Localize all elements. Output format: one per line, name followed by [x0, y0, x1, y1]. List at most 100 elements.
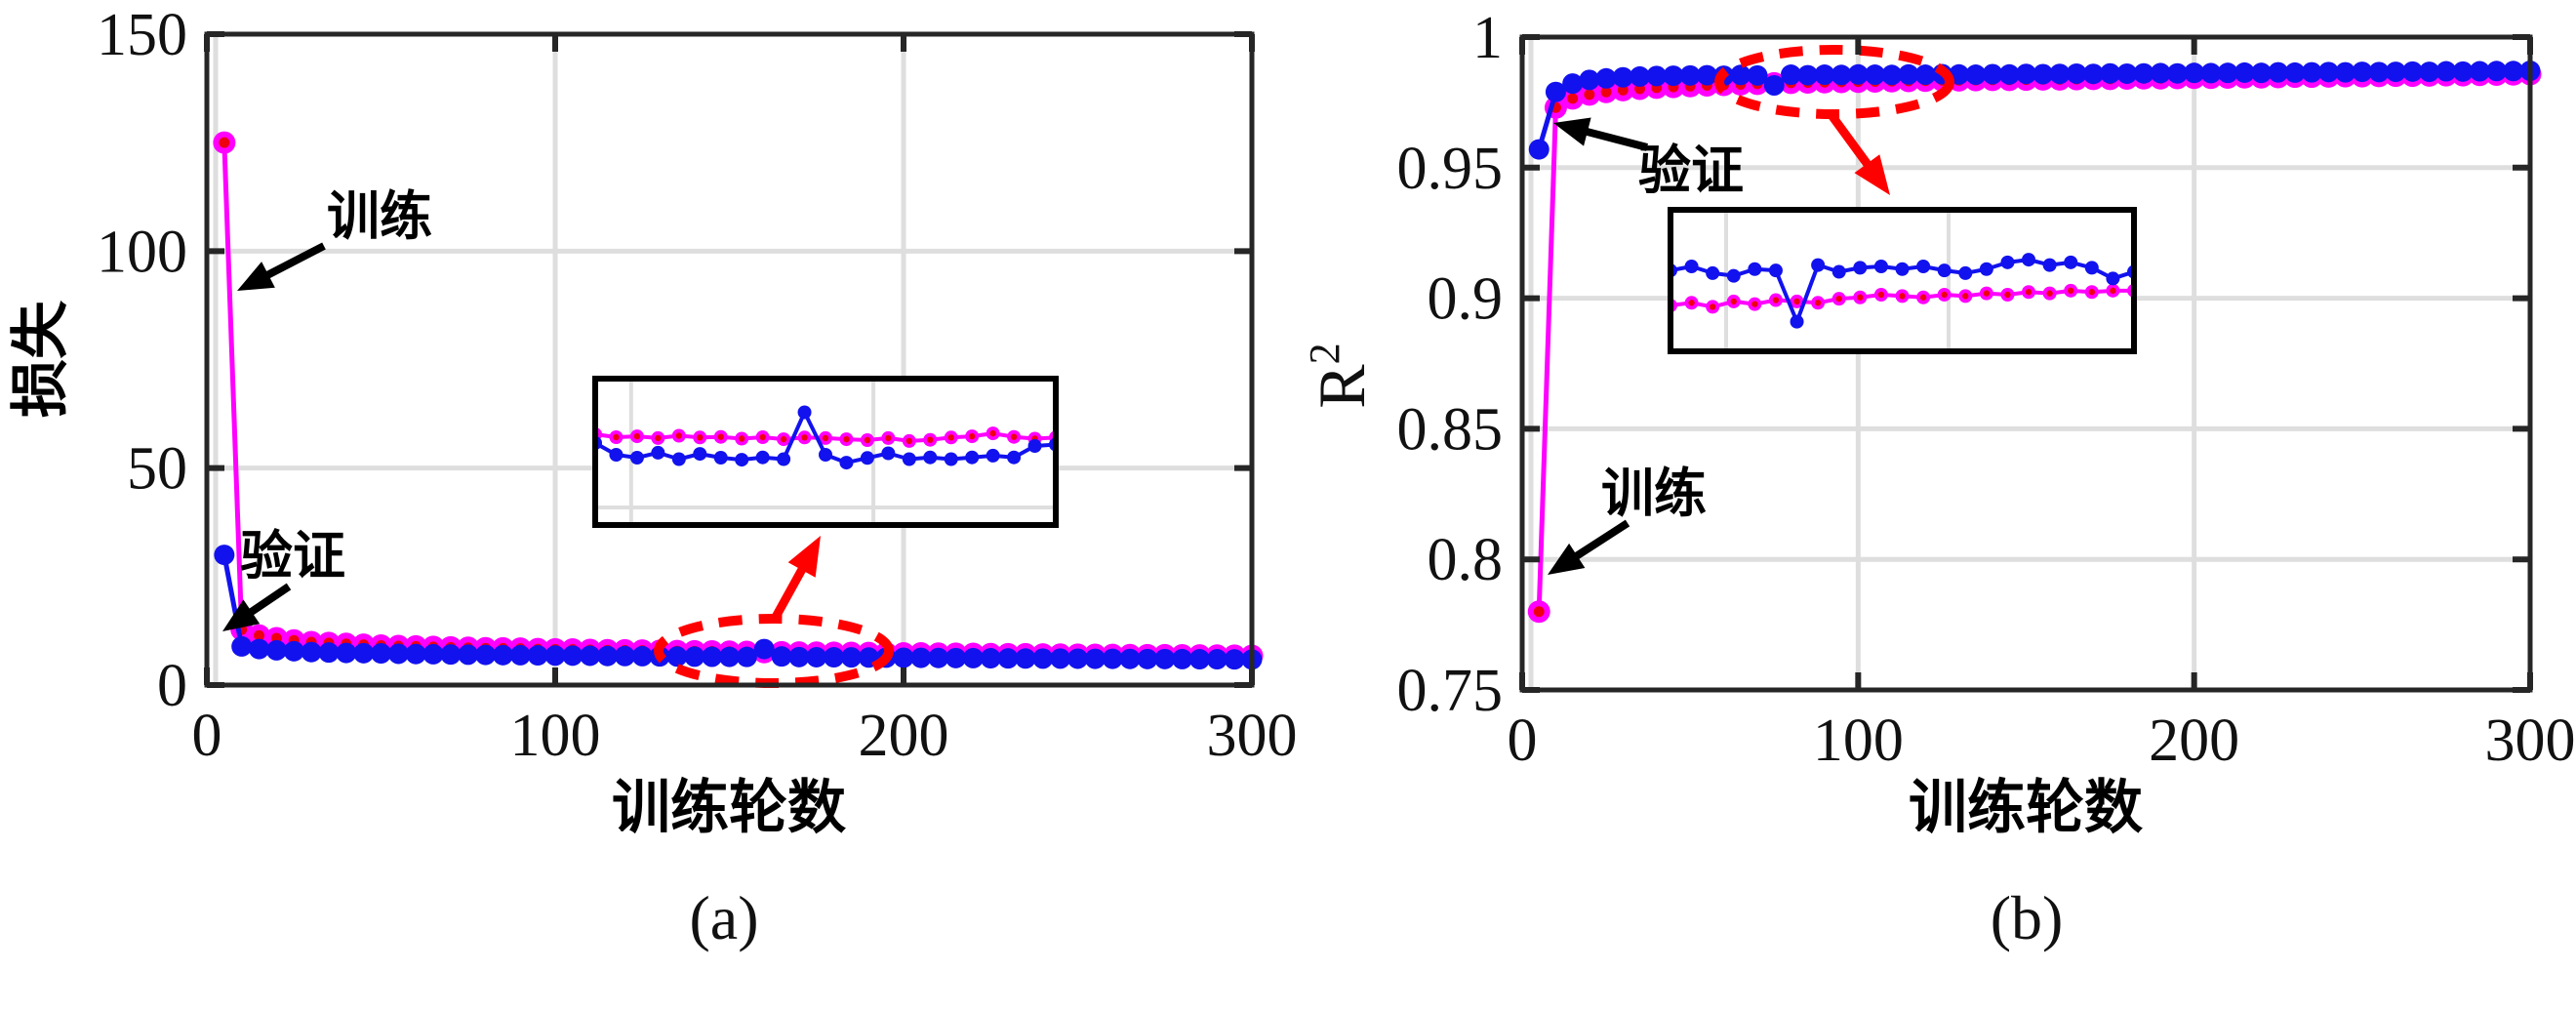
inset-validation-marker	[1684, 260, 1699, 273]
inset-validation-marker	[1937, 263, 1952, 278]
inset-train-marker-center	[989, 429, 996, 437]
inset-series-group	[598, 405, 1053, 470]
inset-validation-marker	[797, 405, 812, 420]
inset-validation-marker	[1958, 265, 1973, 280]
series-validation-marker	[458, 644, 479, 666]
series-validation-marker	[1982, 63, 2003, 85]
series-validation-marker	[631, 645, 653, 667]
annotation-arrow-shaft	[246, 583, 292, 618]
series-validation-marker	[2385, 61, 2406, 83]
series-validation-marker	[1763, 75, 1785, 97]
series-validation-marker	[475, 644, 497, 666]
series-validation-marker	[1881, 64, 1903, 86]
series-validation-marker	[962, 647, 984, 668]
x-tick-label: 0	[192, 703, 222, 769]
inset-validation-marker	[902, 452, 916, 466]
inset-train-marker-center	[1709, 303, 1716, 310]
inset-validation-marker	[1673, 263, 1677, 277]
series-validation-marker	[214, 545, 235, 566]
inset-validation-marker	[1895, 262, 1910, 276]
y-axis-title-b-superscript: 2	[1301, 343, 1348, 364]
inset-validation-marker	[2022, 253, 2036, 267]
inset-validation-marker	[1049, 438, 1053, 451]
series-validation-marker	[2251, 62, 2273, 84]
inset-box	[592, 376, 1059, 528]
inset-validation-marker	[1790, 314, 1804, 329]
inset-box	[1668, 207, 2137, 354]
inset-validation-marker	[1748, 262, 1762, 276]
series-validation-marker	[910, 647, 932, 668]
zoom-callout-arrow-shaft	[1828, 112, 1873, 170]
inset-validation-marker	[1831, 264, 1846, 279]
annotation-validation-label-b: 验证	[1638, 142, 1744, 200]
series-validation-marker	[336, 642, 357, 664]
inset-validation-marker	[1007, 450, 1022, 465]
series-train-marker-center	[1584, 89, 1595, 101]
series-validation-marker	[423, 643, 444, 665]
series-validation-marker	[997, 648, 1019, 669]
panel-label-a: (a)	[689, 883, 758, 952]
inset-train-marker-center	[801, 434, 808, 441]
series-train-marker-center	[1617, 84, 1629, 96]
series-validation-marker	[1084, 648, 1106, 669]
annotation-arrow-shaft	[1571, 519, 1630, 561]
series-validation-marker	[2150, 62, 2171, 84]
x-tick-label: 0	[1508, 708, 1538, 774]
y-tick-label: 0	[157, 653, 187, 719]
series-validation-marker	[2217, 62, 2238, 84]
inset-validation-marker	[671, 452, 686, 466]
series-validation-marker	[719, 646, 740, 667]
inset-validation-marker	[1979, 262, 1993, 276]
series-validation-marker	[1137, 648, 1158, 669]
inset-train-marker-center	[613, 433, 620, 441]
series-validation-marker	[2049, 63, 2071, 85]
inset-train-marker-center	[1919, 294, 1927, 301]
series-validation-marker	[1914, 64, 1936, 86]
inset-train-marker-center	[1857, 294, 1864, 301]
annotation-arrow-head	[237, 262, 275, 291]
inset-validation-marker	[986, 448, 1000, 463]
series-validation-marker	[371, 643, 391, 665]
inset-train-marker-center	[822, 434, 829, 442]
series-validation-marker	[405, 643, 426, 665]
series-validation-marker	[1119, 648, 1141, 669]
inset-train-marker-center	[968, 432, 976, 440]
series-validation-marker	[2116, 62, 2138, 84]
series-validation-marker	[249, 638, 270, 660]
series-validation-marker	[666, 646, 688, 667]
series-validation-marker	[2184, 62, 2205, 84]
series-validation-marker	[1780, 64, 1801, 86]
inset-series-group	[1673, 253, 2131, 329]
inset-validation-marker	[881, 446, 896, 461]
series-validation-marker	[946, 647, 967, 668]
zoom-callout-arrow-head	[787, 536, 821, 578]
series-validation-marker	[597, 645, 619, 667]
series-validation-marker	[1898, 63, 1919, 85]
series-validation-marker	[1067, 648, 1088, 669]
series-validation-marker	[562, 645, 584, 667]
inset-train-marker-center	[598, 432, 599, 436]
series-validation-marker	[353, 642, 375, 664]
series-validation-marker	[806, 646, 827, 667]
annotation-arrow-shaft	[262, 242, 326, 280]
series-validation-marker	[1730, 64, 1751, 86]
inset-validation-marker	[2064, 255, 2078, 269]
series-validation-marker	[2284, 61, 2306, 83]
series-validation-marker	[2082, 63, 2104, 85]
series-validation-marker	[2200, 62, 2222, 84]
inset-validation-marker	[777, 452, 791, 466]
series-validation-marker	[753, 638, 775, 660]
series-validation-marker	[580, 645, 601, 667]
x-tick-label: 300	[1207, 703, 1298, 769]
series-validation-marker	[1154, 648, 1176, 669]
annotation-train-label-a: 训练	[327, 187, 432, 246]
series-validation-marker	[544, 645, 566, 667]
y-tick-label: 0.8	[1428, 527, 1504, 593]
series-validation-marker	[893, 647, 914, 668]
series-validation-marker	[980, 648, 1001, 669]
x-tick-label: 200	[859, 703, 949, 769]
series-validation-marker	[614, 645, 635, 667]
annotation-validation-label-a: 验证	[240, 527, 345, 586]
inset-validation-marker	[839, 456, 854, 470]
